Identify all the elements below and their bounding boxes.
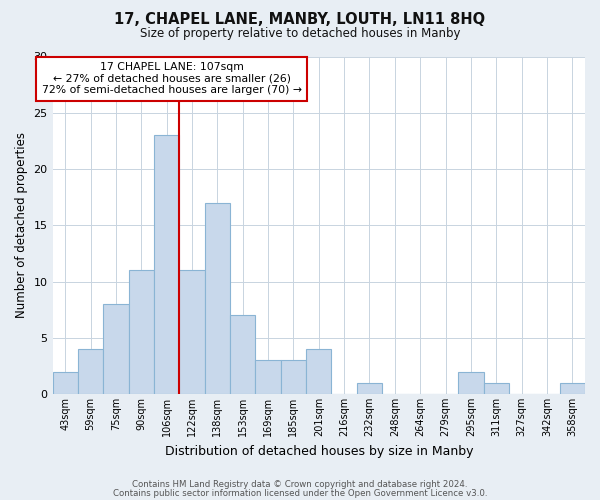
Bar [357, 383, 382, 394]
Bar [458, 372, 484, 394]
Bar [230, 316, 256, 394]
Bar [154, 136, 179, 394]
Text: Size of property relative to detached houses in Manby: Size of property relative to detached ho… [140, 28, 460, 40]
Text: 17 CHAPEL LANE: 107sqm
← 27% of detached houses are smaller (26)
72% of semi-det: 17 CHAPEL LANE: 107sqm ← 27% of detached… [42, 62, 302, 96]
Bar [281, 360, 306, 394]
Bar [179, 270, 205, 394]
Y-axis label: Number of detached properties: Number of detached properties [15, 132, 28, 318]
Bar [53, 372, 78, 394]
Bar [103, 304, 128, 394]
Bar [484, 383, 509, 394]
Bar [306, 349, 331, 394]
Bar [128, 270, 154, 394]
Text: Contains HM Land Registry data © Crown copyright and database right 2024.: Contains HM Land Registry data © Crown c… [132, 480, 468, 489]
Text: Contains public sector information licensed under the Open Government Licence v3: Contains public sector information licen… [113, 488, 487, 498]
Bar [205, 203, 230, 394]
Bar [560, 383, 585, 394]
Bar [256, 360, 281, 394]
X-axis label: Distribution of detached houses by size in Manby: Distribution of detached houses by size … [164, 444, 473, 458]
Text: 17, CHAPEL LANE, MANBY, LOUTH, LN11 8HQ: 17, CHAPEL LANE, MANBY, LOUTH, LN11 8HQ [115, 12, 485, 28]
Bar [78, 349, 103, 394]
